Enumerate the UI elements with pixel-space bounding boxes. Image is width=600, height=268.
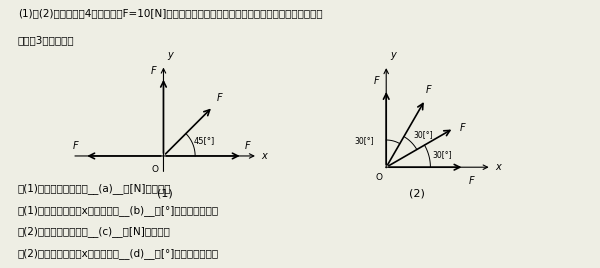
Text: 45[°]: 45[°]: [194, 136, 215, 145]
Text: $F$: $F$: [244, 139, 251, 151]
Text: O: O: [152, 165, 158, 174]
Text: $F$: $F$: [216, 91, 224, 103]
Text: ・(2)の合力の大きさは__(c)__　[N]である。: ・(2)の合力の大きさは__(c)__ [N]である。: [18, 226, 171, 237]
Text: (1): (1): [157, 189, 173, 199]
Text: $F$: $F$: [460, 121, 467, 133]
Text: 30[°]: 30[°]: [413, 131, 433, 139]
Text: 30[°]: 30[°]: [432, 150, 452, 159]
Text: $x$: $x$: [495, 162, 503, 172]
Text: $F$: $F$: [149, 64, 157, 76]
Text: $F$: $F$: [425, 83, 433, 95]
Text: $F$: $F$: [72, 139, 79, 151]
Text: (1)、(2)のように、4つの大きさF=10[N]の力がかかっている。以下の問に答えよ。必要なら有効: (1)、(2)のように、4つの大きさF=10[N]の力がかかっている。以下の問に…: [18, 8, 323, 18]
Text: (2): (2): [409, 189, 425, 199]
Text: $F$: $F$: [373, 74, 381, 86]
Text: ・(1)の合力の大きさは__(a)__　[N]である。: ・(1)の合力の大きさは__(a)__ [N]である。: [18, 183, 172, 194]
Text: ・(1)の合力の方向はx軸からみて__(b)__　[°]の方向である。: ・(1)の合力の方向はx軸からみて__(b)__ [°]の方向である。: [18, 205, 219, 216]
Text: $x$: $x$: [261, 151, 269, 161]
Text: $F$: $F$: [468, 174, 476, 186]
Text: 30[°]: 30[°]: [355, 136, 374, 146]
Text: $y$: $y$: [167, 50, 175, 62]
Text: $y$: $y$: [389, 50, 398, 62]
Text: 数字は3枇とせよ。: 数字は3枇とせよ。: [18, 35, 74, 45]
Text: ・(2)の合力の方向はx軸からみて__(d)__　[°]の方向である。: ・(2)の合力の方向はx軸からみて__(d)__ [°]の方向である。: [18, 248, 219, 259]
Text: O: O: [375, 173, 382, 182]
